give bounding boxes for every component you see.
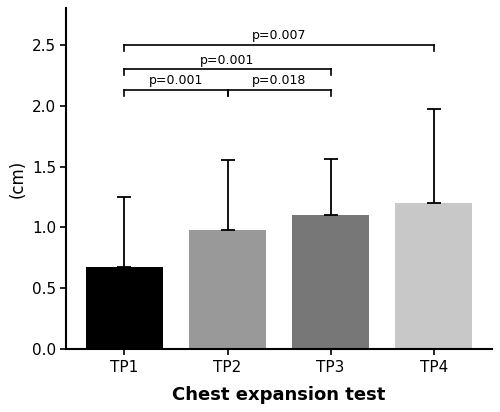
Text: p=0.007: p=0.007 bbox=[252, 29, 306, 42]
Text: p=0.001: p=0.001 bbox=[149, 75, 203, 87]
Bar bbox=[292, 215, 370, 349]
Text: p=0.018: p=0.018 bbox=[252, 75, 306, 87]
Bar bbox=[86, 267, 163, 349]
X-axis label: Chest expansion test: Chest expansion test bbox=[172, 386, 386, 404]
Bar bbox=[395, 203, 472, 349]
Y-axis label: (cm): (cm) bbox=[8, 159, 26, 198]
Text: p=0.001: p=0.001 bbox=[200, 54, 254, 67]
Bar bbox=[189, 230, 266, 349]
